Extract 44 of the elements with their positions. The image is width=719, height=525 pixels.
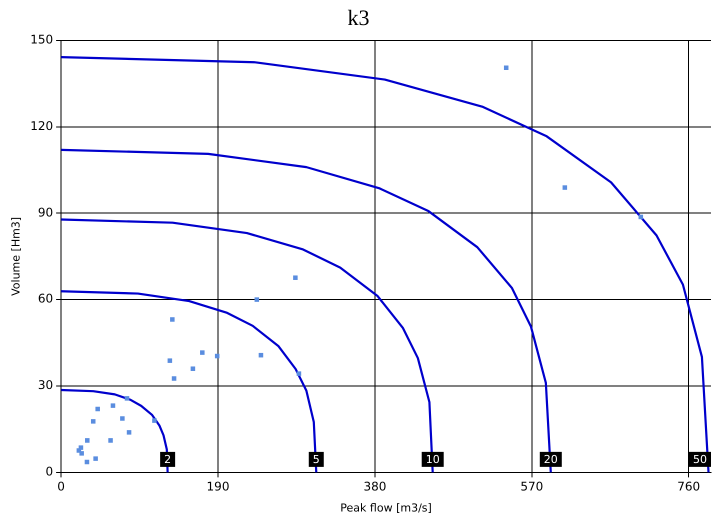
x-tick-label: 760 — [677, 480, 700, 494]
series-label: 5 — [312, 452, 320, 466]
point — [124, 396, 130, 401]
y-tick-label: 30 — [38, 378, 54, 392]
x-tick-label: 380 — [363, 480, 386, 494]
y-tick-label: 150 — [30, 32, 54, 47]
series-label: 50 — [693, 452, 707, 466]
point — [95, 406, 100, 412]
point — [258, 352, 264, 358]
point — [638, 214, 644, 220]
point — [126, 430, 132, 435]
x-tick-label: 0 — [57, 480, 65, 494]
point — [85, 438, 90, 443]
point — [172, 376, 176, 381]
point — [108, 438, 113, 443]
point — [79, 451, 84, 456]
point — [152, 418, 157, 423]
point — [93, 456, 98, 461]
y-tick-label: 0 — [45, 464, 54, 479]
point — [90, 419, 96, 424]
series-label: 20 — [544, 452, 558, 466]
y-tick-label: 60 — [38, 292, 54, 306]
point — [120, 416, 125, 421]
point — [190, 366, 196, 371]
point — [504, 66, 508, 70]
point — [84, 460, 90, 464]
point — [254, 297, 260, 302]
y-tick-label: 120 — [30, 118, 54, 133]
x-tick-label: 570 — [520, 480, 544, 494]
x-tick-label: 190 — [206, 480, 230, 494]
point — [110, 403, 116, 408]
x-axis-title: Peak flow [m3/s] — [340, 501, 432, 514]
point — [170, 317, 175, 322]
point — [293, 275, 298, 280]
y-tick-label: 90 — [38, 205, 54, 220]
point — [168, 358, 172, 363]
chart-title: k3 — [348, 4, 370, 30]
series-label: 10 — [426, 452, 440, 466]
point — [214, 354, 220, 358]
point — [200, 350, 205, 355]
point — [296, 371, 302, 376]
series-label: 2 — [164, 452, 172, 466]
y-axis-title: Volume [Hm3] — [9, 216, 22, 296]
point — [562, 185, 568, 190]
